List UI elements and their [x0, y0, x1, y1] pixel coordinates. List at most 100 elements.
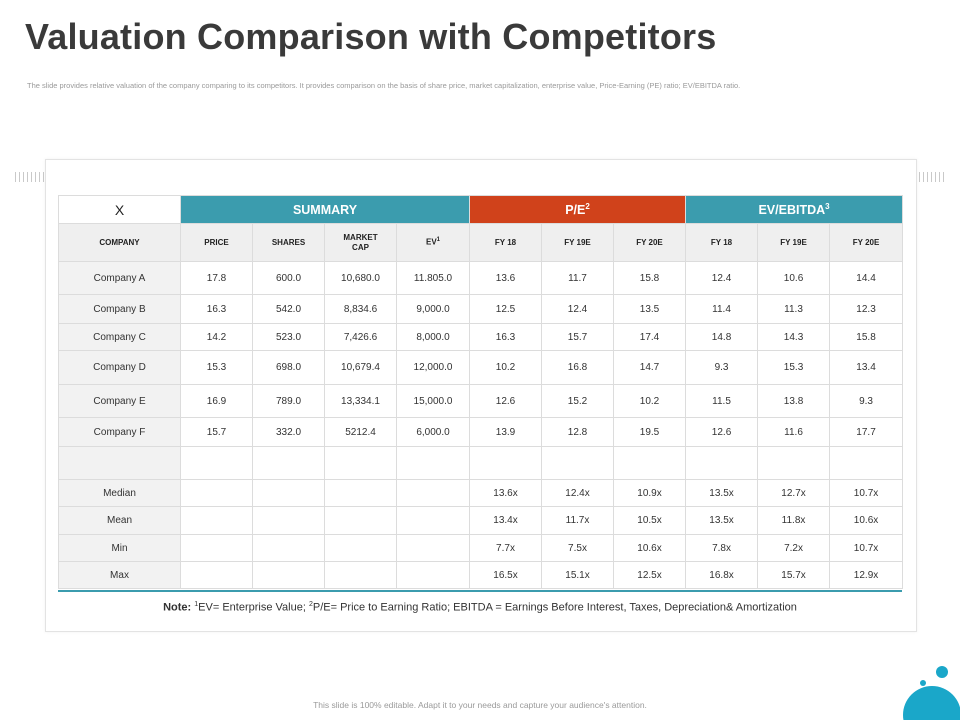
group-pe: P/E2	[468, 195, 687, 224]
col-pe-fy20e: FY 20E	[612, 223, 687, 262]
valuation-table: X SUMMARY P/E2 EV/EBITDA3 COMPANY PRICE …	[58, 195, 904, 589]
col-shares: SHARES	[252, 223, 325, 262]
table-cell: 17.7	[829, 417, 904, 447]
table-cell: 10.5x	[612, 506, 687, 535]
table-cell	[252, 534, 325, 562]
col-ev: EV1	[396, 223, 470, 262]
row-label-cell: Company B	[58, 294, 181, 324]
group-header-row: X SUMMARY P/E2 EV/EBITDA3	[58, 195, 904, 224]
table-cell	[324, 534, 397, 562]
decorative-bubbles	[903, 666, 960, 720]
table-cell	[324, 446, 397, 480]
table-cell: 16.9	[180, 384, 253, 418]
table-row: Company F 15.7 332.0 5212.4 6,000.0 13.9 12.8 1…	[58, 417, 904, 447]
table-cell: 542.0	[252, 294, 325, 324]
table-cell: 13.5x	[685, 506, 759, 535]
row-label-cell: Mean	[58, 506, 181, 535]
table-cell: 10.9x	[612, 479, 687, 507]
table-cell	[252, 446, 325, 480]
table-cell: 13.4	[829, 350, 904, 385]
table-cell: 12.9x	[829, 561, 904, 589]
table-cell: 7.2x	[757, 534, 831, 562]
table-cell: 10.6x	[829, 506, 904, 535]
table-cell: 13.8	[757, 384, 831, 418]
table-row: Median 13.6x 12.4x 10.9x 13.5x 12.7x 10.7x	[58, 479, 904, 507]
table-cell: 789.0	[252, 384, 325, 418]
table-cell	[252, 506, 325, 535]
table-cell	[396, 534, 470, 562]
page-title: Valuation Comparison with Competitors	[25, 16, 717, 57]
footnote: Note: 1EV= Enterprise Value; 2P/E= Price…	[163, 601, 797, 614]
table-cell: 16.5x	[469, 561, 542, 589]
table-cell: 12.4	[541, 294, 614, 324]
table-cell: 13.4x	[469, 506, 542, 535]
group-ev-ebitda: EV/EBITDA3	[685, 195, 904, 224]
table-cell: 17.4	[612, 323, 687, 351]
table-cell: 7.8x	[685, 534, 759, 562]
table-cell: 11.7	[541, 261, 614, 295]
row-label-cell: Median	[58, 479, 181, 507]
table-cell: 13,334.1	[324, 384, 397, 418]
table-cell	[469, 446, 542, 480]
col-market-cap: MARKET CAP	[324, 223, 397, 262]
table-cell: 15.8	[612, 261, 687, 295]
table-cell: 12.5	[469, 294, 542, 324]
table-cell: 14.4	[829, 261, 904, 295]
table-cell: 15.3	[180, 350, 253, 385]
table-cell	[180, 561, 253, 589]
col-company: COMPANY	[58, 223, 181, 262]
table-cell	[324, 561, 397, 589]
corner-cell: X	[58, 195, 181, 224]
table-cell: 9.3	[685, 350, 759, 385]
table-cell: 10,680.0	[324, 261, 397, 295]
group-summary: SUMMARY	[180, 195, 470, 224]
table-cell: 12.8	[541, 417, 614, 447]
table-row: Company B 16.3 542.0 8,834.6 9,000.0 12.5 12.4…	[58, 294, 904, 324]
table-row: Company E 16.9 789.0 13,334.1 15,000.0 12.6 15…	[58, 384, 904, 418]
table-cell: 14.2	[180, 323, 253, 351]
row-label-cell	[58, 446, 181, 480]
table-cell: 15.7	[180, 417, 253, 447]
table-cell: 15.7	[541, 323, 614, 351]
table-cell	[829, 446, 904, 480]
table-cell: 11.6	[757, 417, 831, 447]
table-cell: 10.6x	[612, 534, 687, 562]
table-cell	[757, 446, 831, 480]
col-ev-fy20e: FY 20E	[829, 223, 904, 262]
row-label-cell: Company A	[58, 261, 181, 295]
table-cell	[685, 446, 759, 480]
table-cell: 14.8	[685, 323, 759, 351]
row-label-cell: Company E	[58, 384, 181, 418]
table-cell: 15.8	[829, 323, 904, 351]
table-cell: 10.2	[469, 350, 542, 385]
table-cell: 16.3	[180, 294, 253, 324]
col-pe-fy18: FY 18	[469, 223, 542, 262]
table-cell: 523.0	[252, 323, 325, 351]
table-row: Mean 13.4x 11.7x 10.5x 13.5x 11.8x 10.6x	[58, 506, 904, 535]
col-price: PRICE	[180, 223, 253, 262]
table-cell: 16.3	[469, 323, 542, 351]
table-cell	[612, 446, 687, 480]
col-ev-fy19e: FY 19E	[757, 223, 831, 262]
table-cell: 10.2	[612, 384, 687, 418]
row-label-cell: Company F	[58, 417, 181, 447]
table-cell: 12.3	[829, 294, 904, 324]
table-cell	[252, 561, 325, 589]
table-cell: 10.6	[757, 261, 831, 295]
table-cell	[396, 506, 470, 535]
table-cell: 9,000.0	[396, 294, 470, 324]
table-cell: 15.7x	[757, 561, 831, 589]
table-row: Min 7.7x 7.5x 10.6x 7.8x 7.2x 10.7x	[58, 534, 904, 562]
table-row	[58, 446, 904, 480]
table-cell: 10,679.4	[324, 350, 397, 385]
table-cell: 13.5x	[685, 479, 759, 507]
table-cell	[396, 561, 470, 589]
table-cell: 14.3	[757, 323, 831, 351]
column-header-row: COMPANY PRICE SHARES MARKET CAP EV1 FY 18…	[58, 223, 904, 262]
table-cell: 16.8x	[685, 561, 759, 589]
table-cell: 15,000.0	[396, 384, 470, 418]
table-cell: 12.5x	[612, 561, 687, 589]
table-cell	[180, 446, 253, 480]
table-row: Company A 17.8 600.0 10,680.0 11.805.0 13.6 11…	[58, 261, 904, 295]
table-cell: 10.7x	[829, 534, 904, 562]
